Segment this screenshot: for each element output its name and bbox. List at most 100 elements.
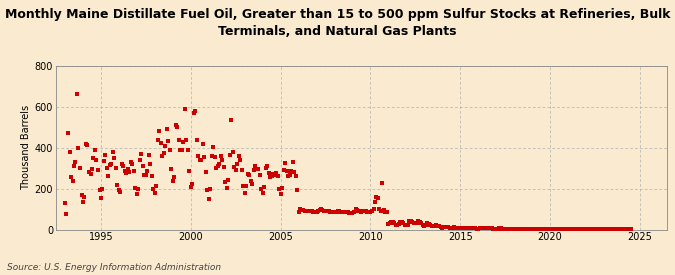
Point <box>161 127 172 132</box>
Point <box>423 222 434 226</box>
Point <box>241 183 252 188</box>
Point <box>236 168 247 172</box>
Point <box>112 182 123 187</box>
Point <box>160 144 171 148</box>
Point <box>329 210 340 214</box>
Point <box>173 138 184 142</box>
Point <box>552 227 563 231</box>
Point <box>530 227 541 231</box>
Point <box>539 227 549 231</box>
Point <box>106 162 117 166</box>
Point <box>317 208 328 212</box>
Point <box>283 174 294 179</box>
Point <box>454 226 464 230</box>
Point <box>595 227 606 232</box>
Point <box>510 227 521 231</box>
Point <box>381 210 392 214</box>
Point <box>462 226 473 230</box>
Point <box>611 227 622 232</box>
Point <box>369 200 380 204</box>
Point <box>251 167 262 172</box>
Point <box>433 223 443 228</box>
Point <box>380 210 391 214</box>
Point <box>452 226 462 230</box>
Point <box>540 227 551 231</box>
Point <box>211 166 221 170</box>
Text: Monthly Maine Distillate Fuel Oil, Greater than 15 to 500 ppm Sulfur Stocks at R: Monthly Maine Distillate Fuel Oil, Great… <box>5 8 670 38</box>
Point <box>263 171 274 175</box>
Point <box>296 208 307 212</box>
Point <box>286 169 296 174</box>
Point <box>304 209 315 213</box>
Point <box>570 227 581 232</box>
Point <box>254 173 265 178</box>
Point <box>572 227 583 232</box>
Point <box>340 210 350 214</box>
Point <box>64 150 75 154</box>
Point <box>576 227 587 232</box>
Point <box>80 142 91 146</box>
Point <box>178 139 188 144</box>
Point <box>302 209 313 213</box>
Point <box>138 164 148 168</box>
Point <box>606 227 617 232</box>
Point <box>316 207 327 211</box>
Point <box>166 167 177 172</box>
Point <box>609 227 620 232</box>
Point <box>546 227 557 231</box>
Point <box>175 148 186 152</box>
Point <box>566 227 576 231</box>
Point <box>269 173 280 178</box>
Point <box>479 226 489 230</box>
Point <box>72 91 82 96</box>
Point <box>199 155 210 159</box>
Point <box>136 152 146 156</box>
Point <box>96 196 107 200</box>
Point <box>448 226 458 230</box>
Point <box>498 227 509 231</box>
Point <box>502 226 512 231</box>
Point <box>145 162 156 166</box>
Point <box>127 162 138 166</box>
Point <box>159 151 169 155</box>
Point <box>86 167 97 172</box>
Point <box>128 169 139 174</box>
Point <box>250 164 261 168</box>
Point <box>82 142 93 147</box>
Point <box>169 175 180 180</box>
Point <box>224 153 235 157</box>
Point <box>308 210 319 214</box>
Point <box>298 208 308 212</box>
Point <box>67 178 78 183</box>
Point <box>364 210 375 214</box>
Point <box>182 148 193 152</box>
Point <box>391 222 402 227</box>
Point <box>588 227 599 232</box>
Point <box>437 226 448 230</box>
Point <box>471 226 482 231</box>
Point <box>207 154 217 158</box>
Point <box>494 226 505 231</box>
Point <box>593 227 603 232</box>
Point <box>208 145 219 149</box>
Point <box>213 164 223 168</box>
Point <box>289 170 300 175</box>
Point <box>443 225 454 229</box>
Point <box>167 178 178 183</box>
Point <box>413 219 424 224</box>
Point <box>587 227 597 232</box>
Point <box>196 158 207 162</box>
Point <box>476 226 487 230</box>
Text: Source: U.S. Energy Information Administration: Source: U.S. Energy Information Administ… <box>7 263 221 272</box>
Point <box>564 227 575 232</box>
Point <box>76 193 87 197</box>
Point <box>245 178 256 183</box>
Point <box>438 225 449 229</box>
Point <box>121 171 132 175</box>
Point <box>133 186 144 191</box>
Point <box>70 160 81 164</box>
Point <box>518 227 529 231</box>
Point <box>155 141 166 145</box>
Point <box>387 220 398 225</box>
Point <box>367 209 377 213</box>
